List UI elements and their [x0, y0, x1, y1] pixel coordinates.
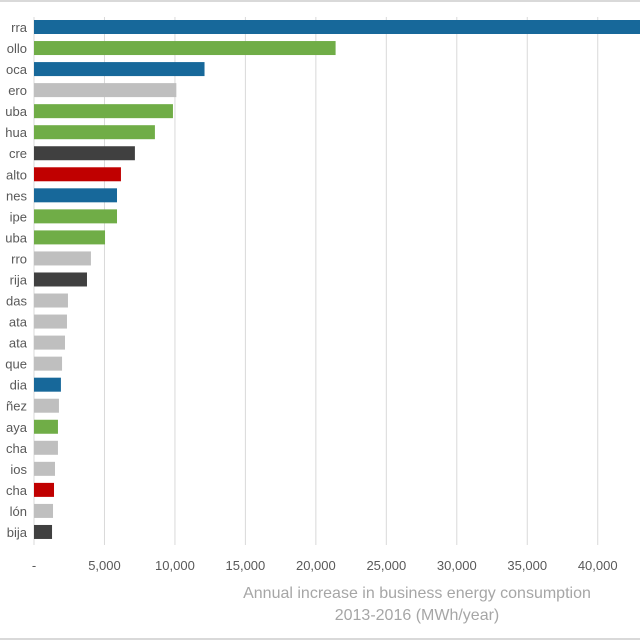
category-label: ñez — [6, 399, 27, 414]
category-label: cre — [9, 146, 27, 161]
category-label: alto — [6, 167, 27, 182]
x-tick-label: 15,000 — [226, 558, 266, 573]
x-tick-label: 30,000 — [437, 558, 477, 573]
x-tick-label: 25,000 — [366, 558, 406, 573]
category-label: bija — [7, 525, 28, 540]
bar — [34, 209, 118, 224]
bar — [34, 293, 68, 308]
x-tick-label: 35,000 — [507, 558, 547, 573]
category-label: ollo — [7, 41, 27, 56]
category-label: ata — [9, 315, 28, 330]
bar — [34, 335, 66, 350]
bar — [34, 188, 118, 203]
bar — [34, 20, 640, 34]
category-label: que — [5, 357, 27, 372]
x-tick-label: 5,000 — [88, 558, 121, 573]
bar — [34, 167, 121, 182]
x-tick-label: 10,000 — [155, 558, 195, 573]
bar — [34, 524, 53, 539]
bar — [34, 41, 336, 56]
bar — [34, 230, 106, 245]
bar — [34, 146, 135, 161]
bar — [34, 503, 54, 518]
category-label: rro — [11, 251, 27, 266]
x-axis-title: Annual increase in business energy consu… — [200, 583, 634, 627]
bar — [34, 251, 91, 266]
category-label: ero — [8, 83, 27, 98]
category-label: uba — [5, 230, 27, 245]
x-tick-label: 40,000 — [578, 558, 618, 573]
x-axis-title-line1: Annual increase in business energy consu… — [243, 585, 591, 602]
category-label: ata — [9, 336, 28, 351]
category-label: oca — [6, 62, 28, 77]
bar — [34, 272, 87, 287]
category-label: ipe — [10, 209, 27, 224]
category-label: cha — [6, 441, 28, 456]
category-label: rija — [10, 272, 28, 287]
bar — [34, 62, 205, 77]
category-label: dia — [10, 378, 28, 393]
bar — [34, 482, 55, 497]
category-label: ios — [10, 462, 27, 477]
category-label: aya — [6, 420, 28, 435]
category-label: rra — [11, 20, 28, 35]
bar — [34, 104, 173, 119]
bar — [34, 314, 67, 329]
bar — [34, 398, 59, 413]
x-tick-label: 20,000 — [296, 558, 336, 573]
x-axis-title-line2: 2013-2016 (MWh/year) — [334, 607, 500, 624]
category-label: das — [6, 294, 27, 309]
bar — [34, 461, 55, 476]
category-label: lón — [10, 504, 27, 519]
category-label: uba — [5, 104, 27, 119]
category-label: cha — [6, 483, 28, 498]
bar — [34, 356, 63, 371]
category-label: nes — [6, 188, 27, 203]
bar — [34, 125, 155, 140]
bar — [34, 440, 58, 455]
bar — [34, 83, 177, 98]
x-tick-label: - — [32, 558, 36, 573]
bar — [34, 377, 61, 392]
category-label: hua — [5, 125, 27, 140]
bar — [34, 419, 58, 434]
